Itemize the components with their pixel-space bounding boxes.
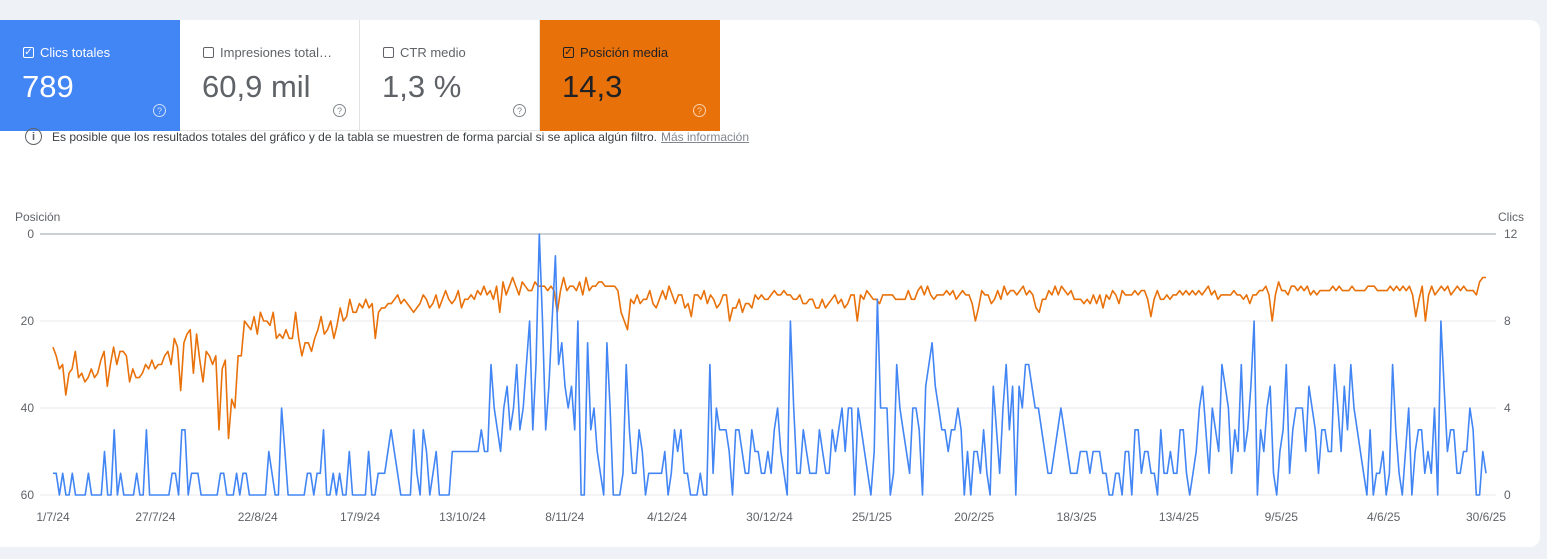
y-left-tick-label: 40 <box>21 401 35 415</box>
x-tick-label: 8/11/24 <box>545 510 584 524</box>
metric-label: Impresiones total… <box>220 45 332 60</box>
metric-value: 1,3 % <box>382 69 462 104</box>
info-icon: i <box>25 128 42 145</box>
notice-message: Es posible que los resultados totales de… <box>52 129 657 144</box>
x-tick-label: 25/1/25 <box>852 510 892 524</box>
y-left-axis-label: Posición <box>15 210 60 224</box>
y-right-tick-label: 8 <box>1504 314 1511 328</box>
help-icon[interactable]: ? <box>153 104 166 117</box>
y-left-tick-label: 20 <box>21 314 35 328</box>
clicks-series-line <box>53 233 1487 496</box>
x-tick-label: 20/2/25 <box>954 510 994 524</box>
metric-value: 14,3 <box>562 69 623 104</box>
x-tick-label: 17/9/24 <box>340 510 380 524</box>
metric-value: 789 <box>22 69 74 104</box>
checkbox-checked-icon[interactable]: ✓ <box>23 46 34 58</box>
performance-card: ✓ Clics totales 789 ? Impresiones total…… <box>0 20 1540 547</box>
metrics-bar: ✓ Clics totales 789 ? Impresiones total…… <box>0 20 720 131</box>
filter-notice: i Es posible que los resultados totales … <box>25 128 749 145</box>
y-left-tick-label: 60 <box>21 488 35 502</box>
help-icon[interactable]: ? <box>513 104 526 117</box>
position-series-line <box>52 276 1486 440</box>
metric-total-clicks-header: ✓ Clics totales <box>23 45 110 60</box>
help-icon[interactable]: ? <box>333 104 346 117</box>
x-tick-label: 13/4/25 <box>1159 510 1199 524</box>
metric-label: Clics totales <box>40 45 111 60</box>
checkbox-checked-icon[interactable]: ✓ <box>563 46 574 58</box>
y-left-tick-label: 0 <box>27 227 34 241</box>
metric-average-ctr-header: CTR medio <box>383 45 466 60</box>
metric-average-ctr[interactable]: CTR medio 1,3 % ? <box>360 20 540 131</box>
checkbox-unchecked-icon[interactable] <box>383 47 394 58</box>
y-right-axis-label: Clics <box>1498 210 1524 224</box>
checkbox-unchecked-icon[interactable] <box>203 47 214 58</box>
metric-average-position[interactable]: ✓ Posición media 14,3 ? <box>540 20 720 131</box>
help-icon[interactable]: ? <box>693 104 706 117</box>
metric-total-impressions-header: Impresiones total… <box>203 45 332 60</box>
metric-total-clicks[interactable]: ✓ Clics totales 789 ? <box>0 20 180 131</box>
x-tick-label: 27/7/24 <box>135 510 175 524</box>
y-right-tick-label: 4 <box>1504 401 1511 415</box>
metric-value: 60,9 mil <box>202 69 311 104</box>
y-right-tick-label: 0 <box>1504 488 1511 502</box>
more-info-link[interactable]: Más información <box>661 129 750 144</box>
x-tick-label: 13/10/24 <box>439 510 486 524</box>
x-tick-label: 30/12/24 <box>746 510 793 524</box>
metric-label: Posición media <box>580 45 669 60</box>
x-tick-label: 18/3/25 <box>1057 510 1097 524</box>
metric-total-impressions[interactable]: Impresiones total… 60,9 mil ? <box>180 20 360 131</box>
metric-average-position-header: ✓ Posición media <box>563 45 668 60</box>
x-tick-label: 22/8/24 <box>238 510 278 524</box>
x-tick-label: 1/7/24 <box>36 510 70 524</box>
x-tick-label: 9/5/25 <box>1265 510 1299 524</box>
x-tick-label: 4/12/24 <box>647 510 687 524</box>
x-tick-label: 4/6/25 <box>1367 510 1401 524</box>
notice-text: Es posible que los resultados totales de… <box>52 130 749 144</box>
metric-label: CTR medio <box>400 45 466 60</box>
x-tick-label: 30/6/25 <box>1466 510 1506 524</box>
y-right-tick-label: 12 <box>1504 227 1518 241</box>
